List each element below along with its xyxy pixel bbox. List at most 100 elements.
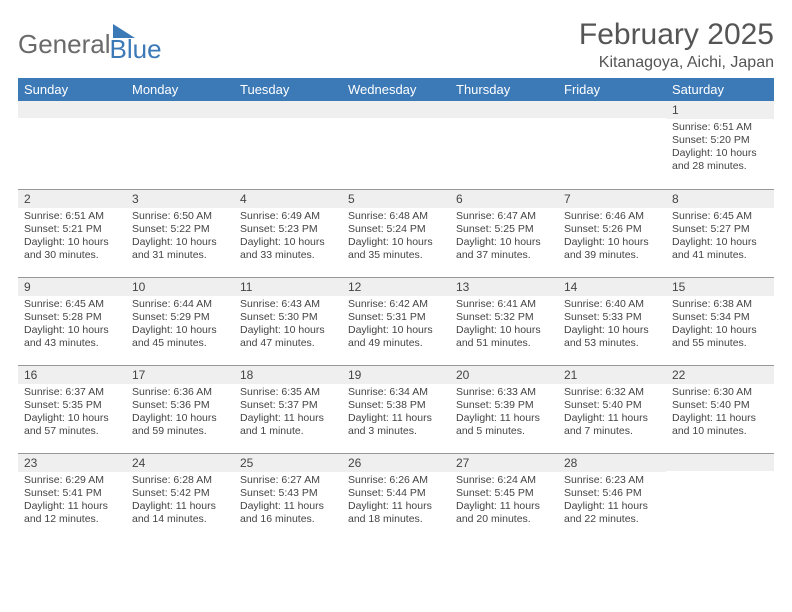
day-details: Sunrise: 6:38 AMSunset: 5:34 PMDaylight:… <box>666 296 774 355</box>
day-details: Sunrise: 6:51 AMSunset: 5:21 PMDaylight:… <box>18 208 126 267</box>
calendar-cell: 6Sunrise: 6:47 AMSunset: 5:25 PMDaylight… <box>450 189 558 277</box>
weekday-header: Monday <box>126 78 234 101</box>
empty-daynum <box>450 101 558 118</box>
calendar-cell: 2Sunrise: 6:51 AMSunset: 5:21 PMDaylight… <box>18 189 126 277</box>
day-details: Sunrise: 6:29 AMSunset: 5:41 PMDaylight:… <box>18 472 126 531</box>
day-number: 1 <box>666 101 774 119</box>
calendar-cell: 23Sunrise: 6:29 AMSunset: 5:41 PMDayligh… <box>18 453 126 541</box>
day-details: Sunrise: 6:30 AMSunset: 5:40 PMDaylight:… <box>666 384 774 443</box>
calendar-cell <box>666 453 774 541</box>
calendar-cell: 16Sunrise: 6:37 AMSunset: 5:35 PMDayligh… <box>18 365 126 453</box>
calendar-row: 23Sunrise: 6:29 AMSunset: 5:41 PMDayligh… <box>18 453 774 541</box>
day-number: 23 <box>18 454 126 472</box>
calendar-cell: 1Sunrise: 6:51 AMSunset: 5:20 PMDaylight… <box>666 101 774 189</box>
calendar-row: 1Sunrise: 6:51 AMSunset: 5:20 PMDaylight… <box>18 101 774 189</box>
calendar-cell: 10Sunrise: 6:44 AMSunset: 5:29 PMDayligh… <box>126 277 234 365</box>
day-details: Sunrise: 6:26 AMSunset: 5:44 PMDaylight:… <box>342 472 450 531</box>
day-number: 15 <box>666 278 774 296</box>
day-number: 13 <box>450 278 558 296</box>
calendar-row: 2Sunrise: 6:51 AMSunset: 5:21 PMDaylight… <box>18 189 774 277</box>
weekday-header: Sunday <box>18 78 126 101</box>
day-details: Sunrise: 6:51 AMSunset: 5:20 PMDaylight:… <box>666 119 774 178</box>
day-details: Sunrise: 6:43 AMSunset: 5:30 PMDaylight:… <box>234 296 342 355</box>
day-number: 16 <box>18 366 126 384</box>
day-number: 18 <box>234 366 342 384</box>
day-details: Sunrise: 6:46 AMSunset: 5:26 PMDaylight:… <box>558 208 666 267</box>
calendar-cell: 8Sunrise: 6:45 AMSunset: 5:27 PMDaylight… <box>666 189 774 277</box>
calendar-cell: 12Sunrise: 6:42 AMSunset: 5:31 PMDayligh… <box>342 277 450 365</box>
day-details: Sunrise: 6:47 AMSunset: 5:25 PMDaylight:… <box>450 208 558 267</box>
day-number: 26 <box>342 454 450 472</box>
page-title: February 2025 <box>579 18 774 52</box>
day-details: Sunrise: 6:24 AMSunset: 5:45 PMDaylight:… <box>450 472 558 531</box>
empty-daynum <box>342 101 450 118</box>
logo-word-blue: Blue <box>110 34 162 65</box>
day-details: Sunrise: 6:48 AMSunset: 5:24 PMDaylight:… <box>342 208 450 267</box>
weekday-header: Friday <box>558 78 666 101</box>
day-details: Sunrise: 6:42 AMSunset: 5:31 PMDaylight:… <box>342 296 450 355</box>
weekday-header: Tuesday <box>234 78 342 101</box>
day-number: 3 <box>126 190 234 208</box>
day-details: Sunrise: 6:45 AMSunset: 5:27 PMDaylight:… <box>666 208 774 267</box>
day-details: Sunrise: 6:50 AMSunset: 5:22 PMDaylight:… <box>126 208 234 267</box>
empty-daynum <box>234 101 342 118</box>
day-details: Sunrise: 6:28 AMSunset: 5:42 PMDaylight:… <box>126 472 234 531</box>
calendar-cell: 11Sunrise: 6:43 AMSunset: 5:30 PMDayligh… <box>234 277 342 365</box>
day-number: 27 <box>450 454 558 472</box>
day-details: Sunrise: 6:35 AMSunset: 5:37 PMDaylight:… <box>234 384 342 443</box>
day-details: Sunrise: 6:36 AMSunset: 5:36 PMDaylight:… <box>126 384 234 443</box>
calendar-table: SundayMondayTuesdayWednesdayThursdayFrid… <box>18 78 774 541</box>
weekday-header-row: SundayMondayTuesdayWednesdayThursdayFrid… <box>18 78 774 101</box>
day-details: Sunrise: 6:32 AMSunset: 5:40 PMDaylight:… <box>558 384 666 443</box>
title-block: February 2025 Kitanagoya, Aichi, Japan <box>579 18 774 72</box>
day-number: 28 <box>558 454 666 472</box>
day-number: 2 <box>18 190 126 208</box>
calendar-cell: 7Sunrise: 6:46 AMSunset: 5:26 PMDaylight… <box>558 189 666 277</box>
calendar-cell <box>558 101 666 189</box>
weekday-header: Wednesday <box>342 78 450 101</box>
day-details: Sunrise: 6:33 AMSunset: 5:39 PMDaylight:… <box>450 384 558 443</box>
day-number: 17 <box>126 366 234 384</box>
day-number: 21 <box>558 366 666 384</box>
header: General Blue February 2025 Kitanagoya, A… <box>18 18 774 72</box>
calendar-cell: 28Sunrise: 6:23 AMSunset: 5:46 PMDayligh… <box>558 453 666 541</box>
calendar-row: 16Sunrise: 6:37 AMSunset: 5:35 PMDayligh… <box>18 365 774 453</box>
day-number: 8 <box>666 190 774 208</box>
calendar-cell: 22Sunrise: 6:30 AMSunset: 5:40 PMDayligh… <box>666 365 774 453</box>
calendar-cell: 13Sunrise: 6:41 AMSunset: 5:32 PMDayligh… <box>450 277 558 365</box>
empty-daynum <box>558 101 666 118</box>
day-number: 10 <box>126 278 234 296</box>
day-number: 24 <box>126 454 234 472</box>
calendar-cell: 14Sunrise: 6:40 AMSunset: 5:33 PMDayligh… <box>558 277 666 365</box>
calendar-cell: 15Sunrise: 6:38 AMSunset: 5:34 PMDayligh… <box>666 277 774 365</box>
location-text: Kitanagoya, Aichi, Japan <box>579 54 774 72</box>
day-details: Sunrise: 6:40 AMSunset: 5:33 PMDaylight:… <box>558 296 666 355</box>
day-details: Sunrise: 6:34 AMSunset: 5:38 PMDaylight:… <box>342 384 450 443</box>
weekday-header: Thursday <box>450 78 558 101</box>
day-number: 20 <box>450 366 558 384</box>
day-number: 14 <box>558 278 666 296</box>
calendar-cell <box>18 101 126 189</box>
day-number: 9 <box>18 278 126 296</box>
empty-daynum <box>666 454 774 471</box>
logo-word-general: General <box>18 29 111 60</box>
day-details: Sunrise: 6:45 AMSunset: 5:28 PMDaylight:… <box>18 296 126 355</box>
day-number: 6 <box>450 190 558 208</box>
calendar-cell: 9Sunrise: 6:45 AMSunset: 5:28 PMDaylight… <box>18 277 126 365</box>
day-details: Sunrise: 6:44 AMSunset: 5:29 PMDaylight:… <box>126 296 234 355</box>
day-details: Sunrise: 6:41 AMSunset: 5:32 PMDaylight:… <box>450 296 558 355</box>
day-number: 4 <box>234 190 342 208</box>
calendar-cell: 17Sunrise: 6:36 AMSunset: 5:36 PMDayligh… <box>126 365 234 453</box>
day-details: Sunrise: 6:23 AMSunset: 5:46 PMDaylight:… <box>558 472 666 531</box>
calendar-cell: 3Sunrise: 6:50 AMSunset: 5:22 PMDaylight… <box>126 189 234 277</box>
calendar-cell <box>126 101 234 189</box>
day-details: Sunrise: 6:37 AMSunset: 5:35 PMDaylight:… <box>18 384 126 443</box>
day-number: 25 <box>234 454 342 472</box>
day-number: 5 <box>342 190 450 208</box>
day-details: Sunrise: 6:27 AMSunset: 5:43 PMDaylight:… <box>234 472 342 531</box>
calendar-cell: 25Sunrise: 6:27 AMSunset: 5:43 PMDayligh… <box>234 453 342 541</box>
calendar-cell: 21Sunrise: 6:32 AMSunset: 5:40 PMDayligh… <box>558 365 666 453</box>
calendar-cell: 19Sunrise: 6:34 AMSunset: 5:38 PMDayligh… <box>342 365 450 453</box>
day-number: 19 <box>342 366 450 384</box>
day-number: 7 <box>558 190 666 208</box>
